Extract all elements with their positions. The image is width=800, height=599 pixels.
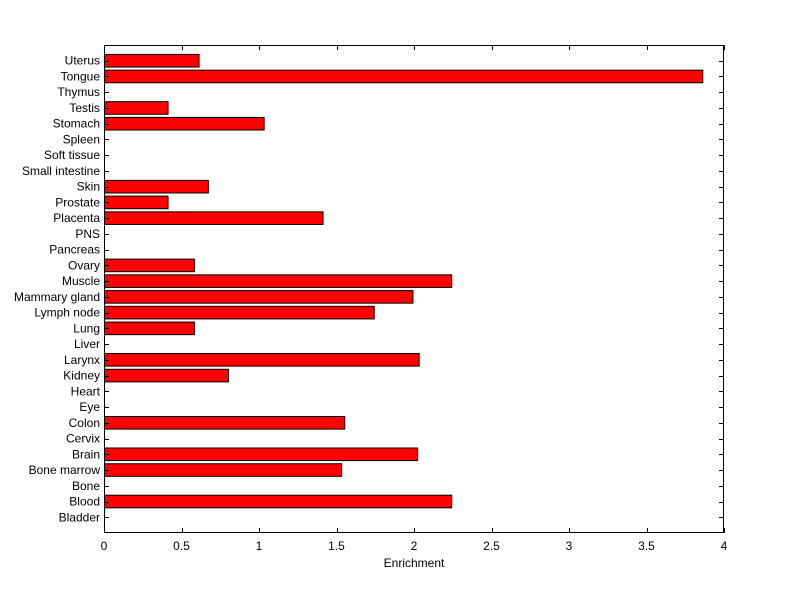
y-tick-label: Thymus: [57, 85, 100, 99]
y-tick-label: Bone marrow: [29, 463, 101, 477]
y-tick-label: Mammary gland: [14, 290, 100, 304]
bar-lung: [104, 321, 195, 336]
y-tick-label: Heart: [71, 384, 101, 398]
y-tick-label: Kidney: [63, 369, 100, 383]
x-ticks-group: 0 0.5 1 1.5 2 2.5 3 3.5 4: [101, 45, 728, 553]
x-tick-label: 0: [101, 539, 108, 553]
y-tick-label: Lung: [73, 321, 100, 335]
y-tick-label: Placenta: [53, 211, 100, 225]
y-tick-label: Stomach: [53, 117, 100, 131]
x-tick-label: 3.5: [638, 539, 655, 553]
bar-prostate: [104, 195, 169, 210]
bar-larynx: [104, 353, 420, 367]
bar-placenta: [104, 211, 324, 225]
bar-testis: [104, 101, 169, 115]
bar-uterus: [104, 53, 200, 68]
bar-ovary: [104, 258, 195, 273]
y-tick-label: Ovary: [68, 258, 100, 272]
y-tick-label: Lymph node: [34, 306, 100, 320]
y-tick-label: Bladder: [59, 510, 100, 524]
y-tick-label: Skin: [77, 180, 100, 194]
x-tick-label: 2: [411, 539, 418, 553]
y-tick-label: Small intestine: [22, 164, 100, 178]
y-tick-label: Cervix: [66, 432, 100, 446]
bar-stomach: [104, 116, 265, 131]
y-tick-label: Eye: [79, 400, 100, 414]
y-tick-label: Spleen: [63, 132, 100, 146]
x-tick-label: 1.5: [328, 539, 345, 553]
bar-blood: [104, 494, 453, 509]
y-tick-label: Muscle: [62, 274, 100, 288]
x-tick-label: 3: [566, 539, 573, 553]
x-tick-label: 4: [721, 539, 728, 553]
x-tick-label: 1: [256, 539, 263, 553]
y-tick-label: Larynx: [64, 353, 100, 367]
y-tick-label: Bone: [72, 479, 100, 493]
bar-brain: [104, 447, 419, 462]
bar-tongue: [104, 69, 704, 84]
y-tick-label: Prostate: [55, 195, 100, 209]
y-tick-label: Colon: [69, 416, 100, 430]
y-tick-label: Tongue: [61, 69, 101, 83]
bar-lymph-node: [104, 305, 375, 320]
y-tick-label: Liver: [74, 337, 100, 351]
bar-muscle: [104, 274, 453, 288]
bar-kidney: [104, 368, 229, 383]
y-tick-label: Testis: [69, 101, 100, 115]
axes-frame: [104, 45, 724, 533]
y-tick-label: Uterus: [65, 54, 100, 68]
y-tick-label: Pancreas: [49, 243, 100, 257]
x-tick-label: 0.5: [173, 539, 190, 553]
bar-bone-marrow: [104, 463, 343, 477]
bar-skin: [104, 179, 209, 194]
y-tick-label: Brain: [72, 447, 100, 461]
y-tick-label: Soft tissue: [44, 148, 100, 162]
y-tick-label: Blood: [69, 495, 100, 509]
x-tick-label: 2.5: [483, 539, 500, 553]
bar-colon: [104, 416, 346, 430]
x-axis-label: Enrichment: [384, 556, 445, 570]
y-tick-label: PNS: [75, 227, 100, 241]
bar-mammary-gland: [104, 290, 414, 304]
